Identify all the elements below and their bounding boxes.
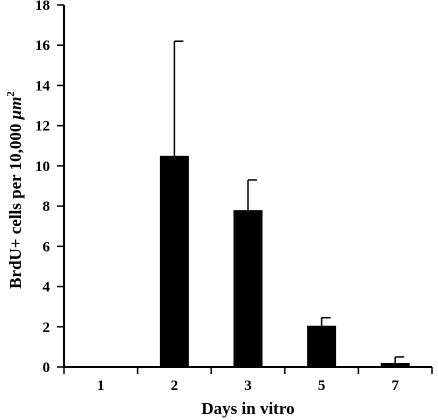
bar [307, 325, 337, 367]
x-tick-label: 3 [244, 378, 252, 394]
y-axis: 0 2 4 6 8 10 12 14 16 18 [35, 0, 65, 376]
y-axis-title-unit: μm [6, 97, 25, 121]
y-tick-label: 6 [43, 239, 51, 255]
y-tick-label: 10 [35, 159, 50, 175]
y-tick-label: 0 [43, 360, 51, 376]
y-tick-label: 18 [35, 0, 50, 14]
bar [159, 155, 189, 367]
y-tick-label: 4 [43, 280, 51, 296]
y-tick-label: 12 [35, 119, 50, 135]
y-axis-title-exponent: 2 [5, 91, 17, 97]
bar [233, 210, 263, 367]
x-tick-label: 7 [391, 378, 399, 394]
y-tick-label: 2 [43, 320, 51, 336]
y-tick-label: 14 [35, 78, 51, 94]
x-axis: 1 2 3 5 7 [63, 366, 433, 394]
x-tick-label: 5 [318, 378, 326, 394]
x-axis-title: Days in vitro [201, 399, 294, 418]
bars [159, 155, 410, 367]
y-tick-label: 16 [35, 38, 51, 54]
y-axis-title: BrdU+ cells per 10,000 μm2 [5, 91, 25, 289]
x-tick-label: 2 [171, 378, 179, 394]
x-tick-label: 1 [97, 378, 105, 394]
error-bars [173, 40, 405, 363]
y-tick-label: 8 [43, 199, 51, 215]
y-axis-title-text: BrdU+ cells per 10,000 [6, 119, 25, 288]
bar [380, 362, 410, 367]
